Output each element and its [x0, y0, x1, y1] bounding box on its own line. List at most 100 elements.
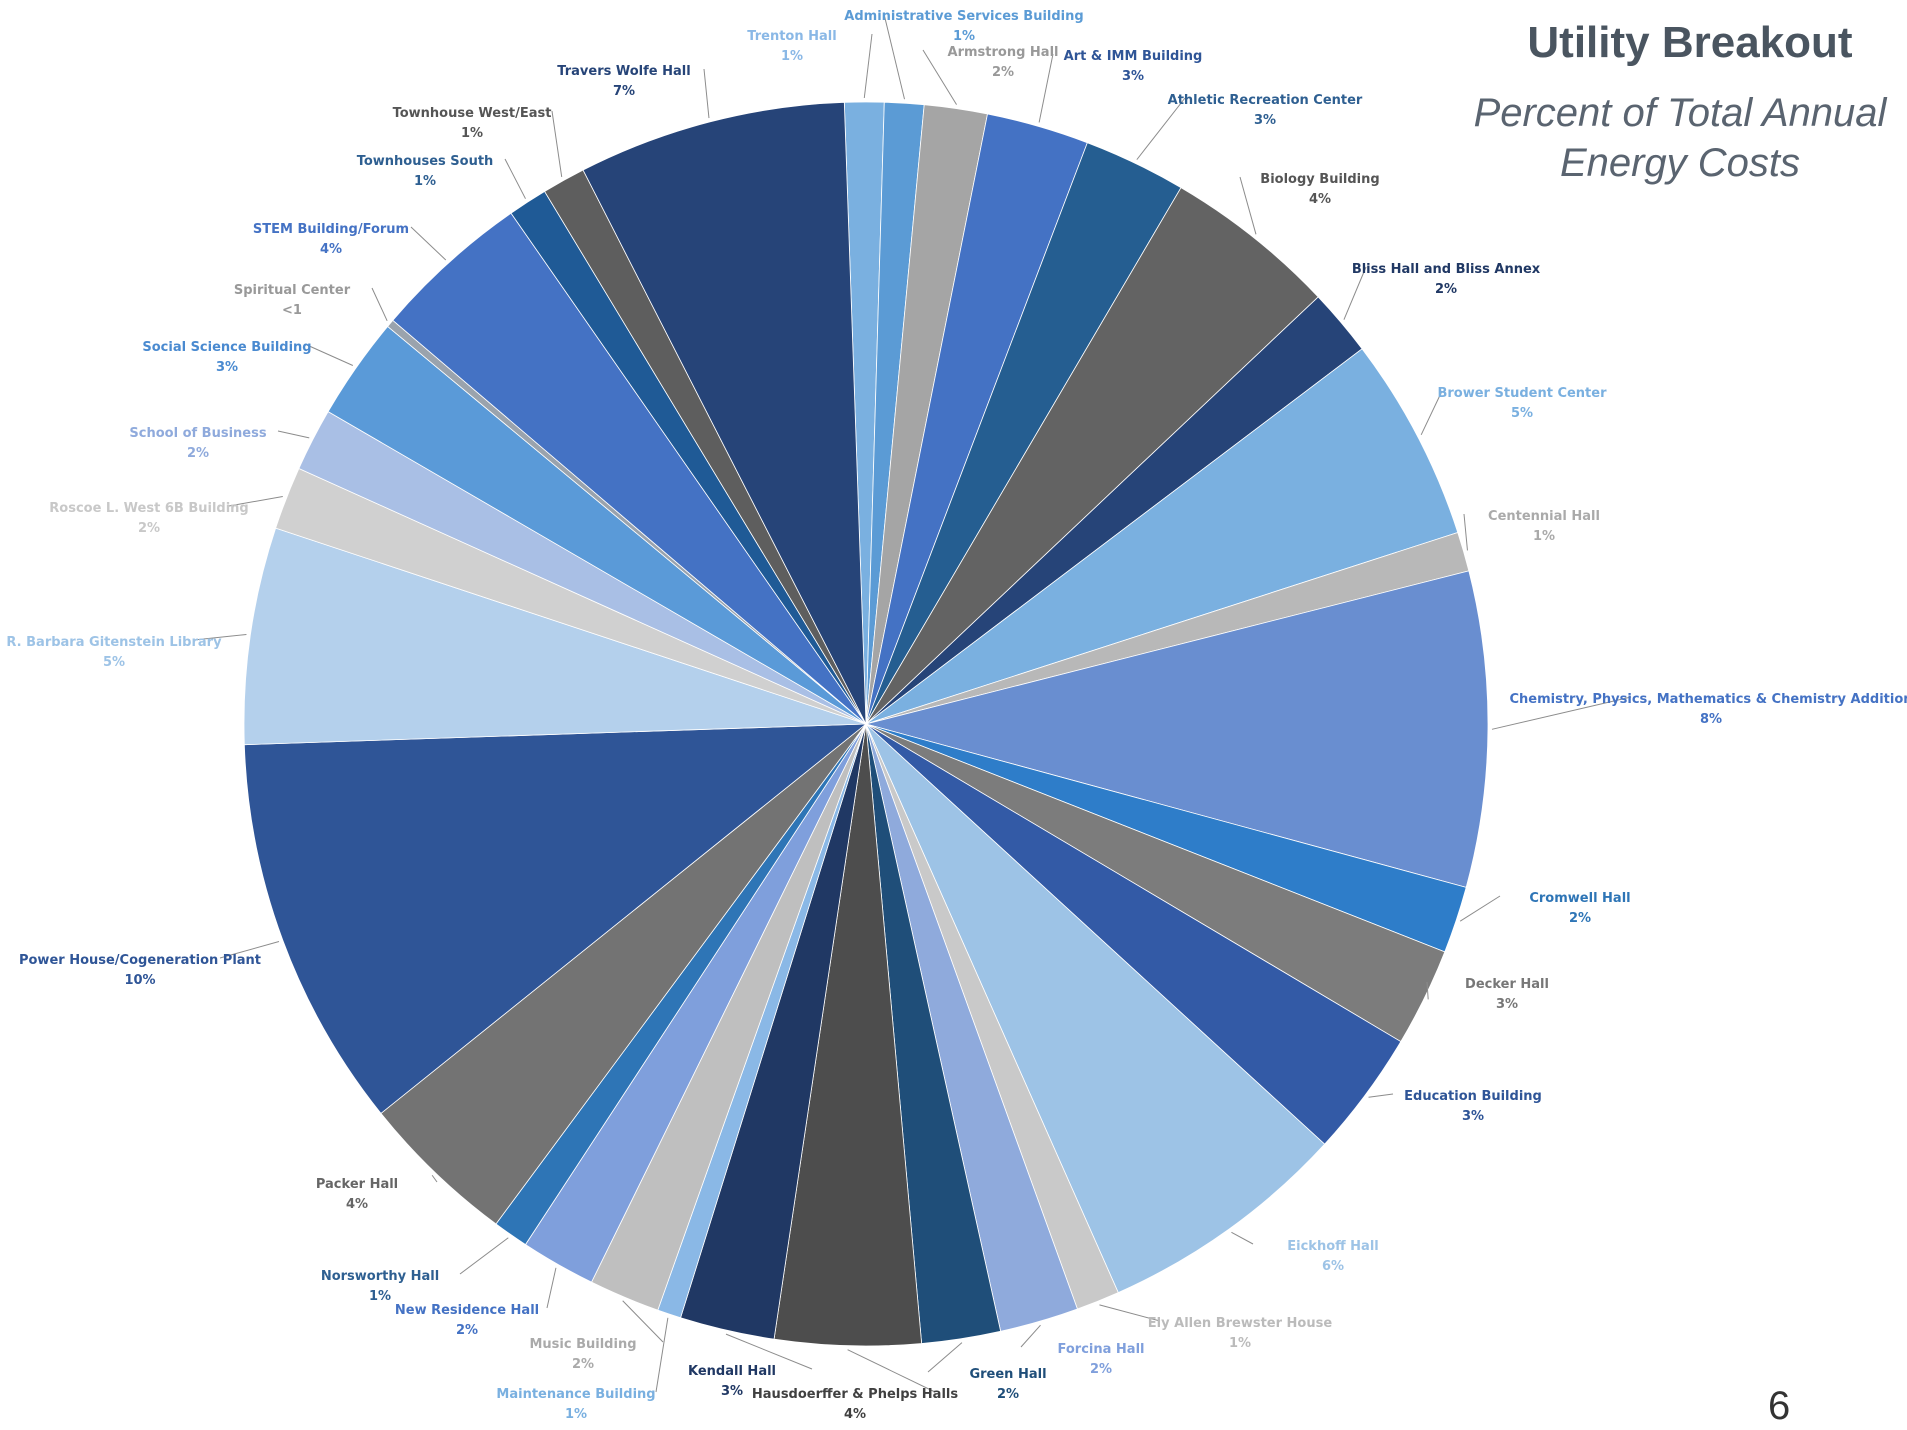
slice-label-name-hausdoerffer-phelps-halls: Hausdoerffer & Phelps Halls	[752, 1387, 958, 1402]
pie-slice-r-barbara-gitenstein-library	[243, 527, 867, 746]
slice-label-value-travers-wolfe-hall: 7%	[613, 84, 635, 99]
slice-label-name-cromwell-hall: Cromwell Hall	[1529, 891, 1630, 906]
leader-line-roscoe-l-west-6b-building	[228, 496, 283, 507]
slice-label-name-spiritual-center: Spiritual Center	[234, 283, 351, 298]
leader-line-brower-student-center	[1420, 390, 1443, 435]
slice-label-value-administrative-services-building: 1%	[953, 29, 975, 44]
slice-label-value-chemistry-physics-mathematics-chemistry-addition: 8%	[1700, 712, 1722, 727]
leader-line-bliss-hall-and-bliss-annex	[1343, 266, 1367, 320]
pie-slice-chemistry-physics-mathematics-chemistry-addition	[864, 570, 1489, 888]
slice-label-name-maintenance-building: Maintenance Building	[496, 1387, 655, 1402]
slice-label-name-norsworthy-hall: Norsworthy Hall	[321, 1269, 439, 1284]
slice-label-name-townhouses-south: Townhouses South	[357, 154, 494, 169]
leader-line-school-of-business	[277, 430, 310, 439]
slice-label-value-cromwell-hall: 2%	[1569, 911, 1591, 926]
slice-label-name-travers-wolfe-hall: Travers Wolfe Hall	[557, 64, 690, 79]
slice-label-name-biology-building: Biology Building	[1260, 172, 1379, 187]
leader-line-stem-building-forum	[410, 226, 447, 261]
slice-label-value-school-of-business: 2%	[187, 446, 209, 461]
leader-line-forcina-hall	[1020, 1324, 1041, 1348]
slice-labels: Trenton Hall 1% Administrative Services Bu…	[6, 9, 1907, 1422]
slice-label-value-bliss-hall-and-bliss-annex: 2%	[1435, 282, 1457, 297]
slice-label-value-spiritual-center: <1	[282, 303, 302, 318]
slice-label-name-townhouse-west-east: Townhouse West/East	[393, 106, 552, 121]
slice-label-name-chemistry-physics-mathematics-chemistry-addition: Chemistry, Physics, Mathematics & Chemis…	[1509, 692, 1907, 707]
leader-line-cromwell-hall	[1459, 895, 1501, 922]
leader-line-power-house-cogeneration-plant	[219, 941, 280, 959]
slice-label-name-r-barbara-gitenstein-library: R. Barbara Gitenstein Library	[6, 635, 222, 650]
slice-label-value-stem-building-forum: 4%	[320, 242, 342, 257]
slice-label-value-armstrong-hall: 2%	[992, 65, 1014, 80]
leader-line-townhouses-south	[504, 158, 526, 199]
leader-line-decker-hall	[1426, 981, 1429, 1000]
leader-line-new-residence-hall	[546, 1267, 557, 1309]
leader-line-trenton-hall	[863, 33, 873, 99]
leader-lines	[193, 13, 1632, 1393]
slice-label-value-hausdoerffer-phelps-halls: 4%	[844, 1407, 866, 1422]
leader-line-ely-allen-brewster-house	[1099, 1304, 1161, 1322]
leader-line-athletic-recreation-center	[1136, 97, 1186, 160]
leader-line-education-building	[1368, 1093, 1394, 1098]
slice-label-value-brower-student-center: 5%	[1511, 406, 1533, 421]
slice-label-name-power-house-cogeneration-plant: Power House/Cogeneration Plant	[19, 953, 261, 968]
subtitle-line-1: Percent of Total Annual	[1473, 91, 1887, 135]
slice-label-value-trenton-hall: 1%	[781, 49, 803, 64]
slice-label-name-art-imm-building: Art & IMM Building	[1064, 49, 1203, 64]
slice-label-name-administrative-services-building: Administrative Services Building	[844, 9, 1083, 24]
leader-line-kendall-hall	[725, 1333, 813, 1370]
slice-label-name-decker-hall: Decker Hall	[1465, 977, 1549, 992]
subtitle-line-2: Energy Costs	[1559, 141, 1801, 185]
leader-line-norsworthy-hall	[459, 1237, 509, 1275]
slice-label-value-forcina-hall: 2%	[1090, 1362, 1112, 1377]
slice-label-name-forcina-hall: Forcina Hall	[1058, 1342, 1145, 1357]
pie-slice-eickhoff-hall	[865, 723, 1326, 1294]
slice-label-value-roscoe-l-west-6b-building: 2%	[138, 521, 160, 536]
leader-line-music-building	[622, 1300, 664, 1343]
slice-label-value-townhouses-south: 1%	[414, 174, 436, 189]
slice-label-value-r-barbara-gitenstein-library: 5%	[103, 655, 125, 670]
slice-label-value-education-building: 3%	[1462, 1109, 1484, 1124]
slice-label-name-packer-hall: Packer Hall	[316, 1177, 398, 1192]
slice-label-name-bliss-hall-and-bliss-annex: Bliss Hall and Bliss Annex	[1352, 262, 1541, 277]
slice-label-name-eickhoff-hall: Eickhoff Hall	[1287, 1239, 1379, 1254]
leader-line-hausdoerffer-phelps-halls	[847, 1349, 936, 1393]
slice-label-name-school-of-business: School of Business	[129, 426, 266, 441]
slice-label-value-music-building: 2%	[572, 1357, 594, 1372]
slice-label-name-centennial-hall: Centennial Hall	[1488, 509, 1600, 524]
slice-label-value-packer-hall: 4%	[346, 1197, 368, 1212]
pie-slices	[243, 101, 1489, 1347]
slice-label-value-green-hall: 2%	[997, 1387, 1019, 1402]
leader-line-art-imm-building	[1038, 53, 1054, 123]
slice-label-name-athletic-recreation-center: Athletic Recreation Center	[1168, 93, 1363, 108]
chart-subtitle: Percent of Total Annual Energy Costs	[1440, 88, 1907, 188]
slice-label-name-education-building: Education Building	[1404, 1089, 1542, 1104]
slice-label-value-power-house-cogeneration-plant: 10%	[124, 973, 155, 988]
slice-label-value-eickhoff-hall: 6%	[1322, 1259, 1344, 1274]
pie-slice-travers-wolfe-hall	[582, 101, 867, 725]
slice-label-name-social-science-building: Social Science Building	[142, 340, 311, 355]
slice-label-name-armstrong-hall: Armstrong Hall	[948, 45, 1059, 60]
leader-line-townhouse-west-east	[551, 110, 563, 178]
leader-line-maintenance-building	[655, 1317, 669, 1393]
slice-label-name-kendall-hall: Kendall Hall	[688, 1364, 776, 1379]
slice-label-value-biology-building: 4%	[1309, 192, 1331, 207]
slice-label-value-new-residence-hall: 2%	[456, 1323, 478, 1338]
pie-slice-brower-student-center	[865, 348, 1459, 725]
leader-line-r-barbara-gitenstein-library	[193, 633, 247, 641]
slice-label-name-brower-student-center: Brower Student Center	[1437, 386, 1607, 401]
slice-label-value-athletic-recreation-center: 3%	[1254, 113, 1276, 128]
leader-line-centennial-hall	[1463, 513, 1468, 551]
slice-label-value-decker-hall: 3%	[1496, 997, 1518, 1012]
leader-line-armstrong-hall	[922, 49, 957, 105]
slice-label-value-norsworthy-hall: 1%	[369, 1289, 391, 1304]
slice-label-value-ely-allen-brewster-house: 1%	[1229, 1336, 1251, 1351]
slice-label-value-social-science-building: 3%	[216, 360, 238, 375]
slice-label-value-townhouse-west-east: 1%	[461, 126, 483, 141]
slice-label-value-art-imm-building: 3%	[1122, 69, 1144, 84]
slice-label-name-stem-building-forum: STEM Building/Forum	[253, 222, 409, 237]
leader-line-social-science-building	[306, 344, 354, 366]
leader-line-administrative-services-building	[883, 13, 905, 100]
leader-line-spiritual-center	[371, 287, 388, 322]
pie-slice-power-house-cogeneration-plant	[243, 723, 868, 1114]
